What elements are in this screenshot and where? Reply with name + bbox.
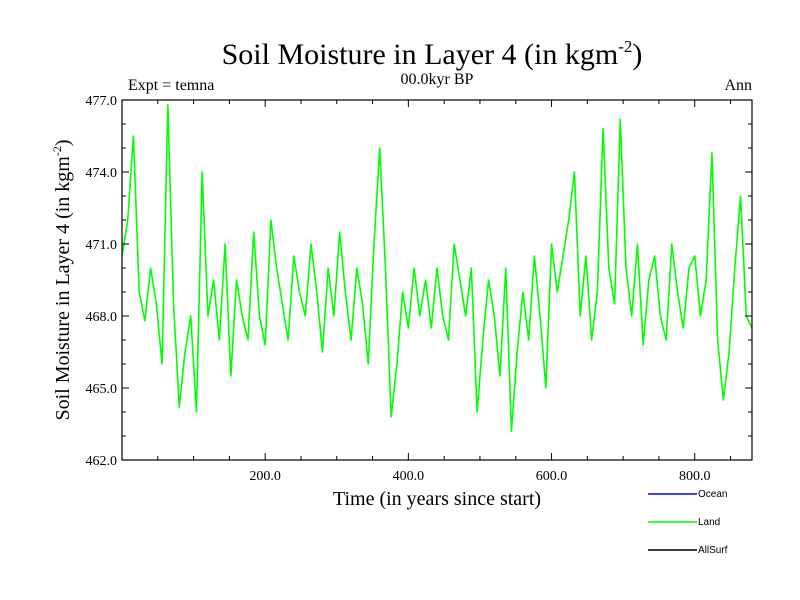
x-axis-title: Time (in years since start)	[333, 488, 541, 510]
y-tick-label: 462.0	[86, 454, 118, 469]
y-axis: 462.0 465.0 468.0 471.0 474.0 477.0	[86, 94, 752, 469]
legend: Ocean Land AllSurf	[648, 489, 728, 556]
legend-label-land: Land	[698, 517, 720, 528]
chart-title-main: Soil Moisture in Layer 4 (in kgm	[222, 38, 619, 71]
season-label: Ann	[724, 77, 752, 94]
plot-frame	[121, 99, 753, 461]
x-tick-label: 400.0	[393, 469, 425, 484]
x-axis: 200.0 400.0 600.0 800.0	[157, 100, 732, 484]
x-tick-label: 800.0	[679, 469, 711, 484]
chart-title-sup: -2	[618, 37, 632, 56]
y-tick-label: 477.0	[86, 94, 118, 109]
experiment-label: Expt = temna	[128, 77, 214, 94]
y-tick-label: 465.0	[86, 382, 118, 397]
y-tick-label: 474.0	[86, 166, 118, 181]
y-axis-title-main: Soil Moisture in Layer 4 (in kgm	[52, 156, 74, 421]
x-tick-label: 200.0	[249, 469, 281, 484]
chart-title-close: )	[632, 38, 642, 71]
y-axis-title-close: )	[52, 139, 74, 146]
legend-label-ocean: Ocean	[698, 489, 727, 500]
x-tick-label: 600.0	[536, 469, 568, 484]
y-tick-label: 471.0	[86, 238, 118, 253]
series-line-land	[122, 104, 752, 433]
chart-title: Soil Moisture in Layer 4 (in kgm-2)	[222, 37, 643, 71]
subtitle: 00.0kyr BP	[401, 71, 474, 88]
y-tick-label: 468.0	[86, 310, 118, 325]
legend-label-allsurf: AllSurf	[698, 545, 728, 556]
y-axis-title: Soil Moisture in Layer 4 (in kgm-2)	[50, 139, 74, 420]
y-axis-title-sup: -2	[50, 146, 64, 156]
